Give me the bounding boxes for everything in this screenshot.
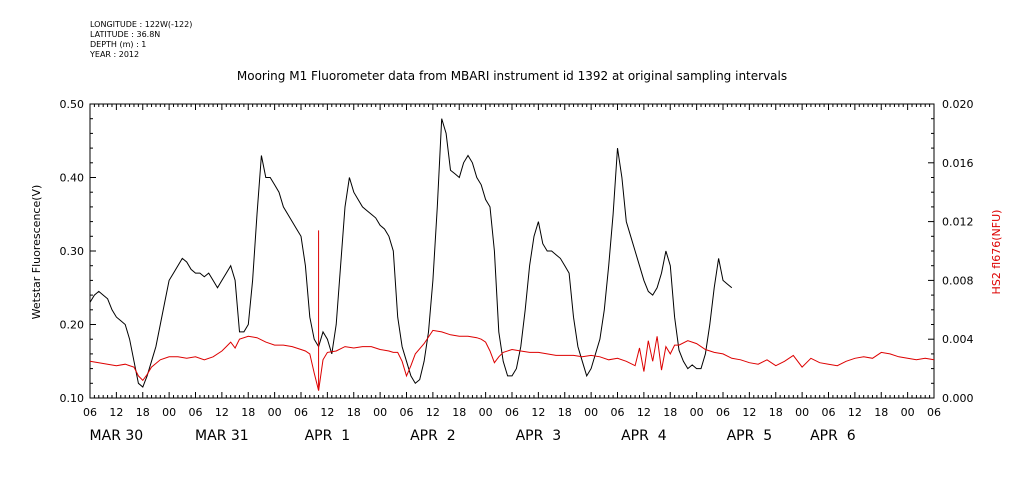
x-hour-tick-label: 06 [189,406,203,419]
x-day-label: APR 2 [410,428,456,444]
series-line-hs2 [89,329,935,391]
x-hour-tick-label: 12 [320,406,334,419]
y2-tick-label: 0.004 [942,333,974,346]
x-hour-tick-label: 06 [927,406,941,419]
x-hour-tick-label: 18 [874,406,888,419]
x-day-label: APR 5 [727,428,773,444]
x-hour-tick-label: 06 [83,406,97,419]
y-tick-label: 0.40 [60,172,85,185]
x-hour-tick-label: 06 [611,406,625,419]
metadata-header: LONGITUDE : 122W(-122) LATITUDE : 36.8N … [90,20,192,60]
x-hour-tick-label: 18 [347,406,361,419]
x-hour-tick-label: 12 [531,406,545,419]
x-hour-tick-label: 06 [822,406,836,419]
x-day-label: APR 4 [621,428,667,444]
x-day-label: APR 6 [810,428,856,444]
y2-tick-label: 0.000 [942,392,974,405]
x-hour-tick-label: 06 [400,406,414,419]
x-hour-tick-label: 06 [716,406,730,419]
y2-tick-label: 0.012 [942,216,974,229]
x-hour-tick-label: 00 [479,406,493,419]
y2-tick-label: 0.020 [942,98,974,111]
x-hour-tick-label: 12 [637,406,651,419]
x-hour-tick-label: 18 [663,406,677,419]
header-year: YEAR : 2012 [90,50,140,59]
x-hour-tick-label: 00 [690,406,704,419]
x-day-label: APR 3 [516,428,562,444]
x-hour-tick-label: 18 [558,406,572,419]
x-day-label: APR 1 [305,428,351,444]
chart-title: Mooring M1 Fluorometer data from MBARI i… [237,69,787,83]
y2-tick-label: 0.016 [942,157,974,170]
x-hour-tick-label: 18 [136,406,150,419]
y2-tick-label: 0.008 [942,274,974,287]
header-depth: DEPTH (m) : 1 [90,40,147,49]
x-day-label: MAR 30 [90,428,144,444]
x-hour-tick-label: 12 [215,406,229,419]
header-latitude: LATITUDE : 36.8N [90,30,161,39]
x-hour-tick-label: 12 [742,406,756,419]
x-hour-tick-label: 06 [505,406,519,419]
y-tick-label: 0.20 [60,319,85,332]
x-hour-tick-label: 06 [294,406,308,419]
x-hour-tick-label: 00 [795,406,809,419]
x-hour-tick-label: 00 [584,406,598,419]
y-tick-label: 0.50 [60,98,85,111]
x-hour-tick-label: 12 [426,406,440,419]
x-hour-tick-label: 00 [268,406,282,419]
y-tick-label: 0.10 [60,392,85,405]
x-hour-tick-label: 00 [162,406,176,419]
x-hour-tick-label: 18 [241,406,255,419]
y-axis-label: Wetstar Fluorescence(V) [30,185,43,320]
y-tick-label: 0.30 [60,245,85,258]
series-line-wetstar [89,118,733,388]
x-day-label: MAR 31 [195,428,249,444]
x-hour-tick-label: 00 [901,406,915,419]
x-hour-tick-label: 18 [769,406,783,419]
x-hour-tick-label: 00 [373,406,387,419]
y2-axis-label: HS2 fl676(NFU) [990,210,1003,295]
x-hour-tick-label: 18 [452,406,466,419]
x-hour-tick-label: 12 [109,406,123,419]
header-longitude: LONGITUDE : 122W(-122) [90,20,193,29]
x-hour-tick-label: 12 [848,406,862,419]
